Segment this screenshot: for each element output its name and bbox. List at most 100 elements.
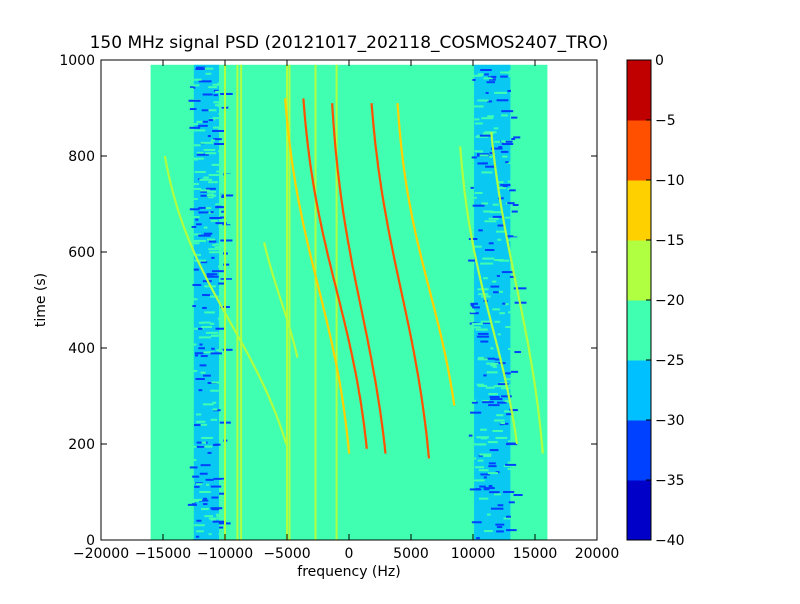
noise-speckle [483,488,490,491]
noise-speckle [189,87,194,90]
noise-speckle [204,515,213,518]
noise-speckle [470,310,476,313]
noise-speckle [499,187,506,190]
noise-speckle [481,117,494,120]
noise-speckle [221,148,234,151]
noise-speckle [195,66,206,69]
noise-speckle [204,109,217,112]
noise-speckle [507,467,515,470]
y-tick-label: 1000 [59,53,95,69]
noise-speckle [494,358,502,361]
noise-speckle [200,189,210,192]
noise-speckle [501,114,508,117]
noise-speckle [478,497,489,500]
noise-speckle [212,443,219,446]
noise-speckle [488,404,500,407]
x-axis: −20000 −15000 −10000 −5000 0 5000 10000 15000 20… [73,60,619,562]
noise-speckle [187,503,198,506]
y-tick-label: 0 [86,533,95,549]
noise-speckle [218,112,225,115]
noise-speckle [511,116,518,119]
noise-speckle [194,259,207,262]
noise-speckle [472,105,484,108]
noise-speckle [195,67,205,70]
noise-speckle [508,75,514,78]
noise-speckle [219,492,225,495]
noise-speckle [471,326,481,329]
colorbar-tick-label: −10 [655,173,685,189]
noise-speckle [472,306,480,309]
noise-speckle [493,493,502,496]
noise-speckle [212,117,223,120]
noise-speckle [510,474,524,477]
noise-speckle [222,224,231,227]
noise-speckle [482,132,494,135]
noise-speckle [188,242,200,245]
noise-speckle [489,396,500,399]
noise-speckle [486,362,499,365]
noise-speckle [487,441,498,444]
noise-speckle [472,204,485,207]
noise-speckle [188,183,195,186]
noise-speckle [218,430,227,433]
noise-speckle [213,89,219,92]
noise-speckle [209,295,220,298]
noise-speckle [480,262,494,265]
noise-speckle [492,203,499,206]
doppler-trace [370,103,431,459]
x-axis-label: frequency (Hz) [297,564,400,580]
noise-speckle [500,184,511,187]
noise-speckle [196,151,204,154]
noise-speckle [221,479,232,482]
colorbar-segment [627,300,651,361]
noise-speckle [194,158,198,161]
noise-speckle [489,152,495,155]
noise-speckle [479,134,492,137]
noise-speckle [208,196,214,199]
noise-speckle [216,515,227,518]
colorbar-tick-label: −25 [655,353,685,369]
noise-speckle [195,535,200,538]
noise-speckle [474,122,483,125]
noise-speckle [515,265,524,268]
noise-speckle [192,305,196,308]
noise-speckle [495,230,506,233]
noise-speckle [202,503,208,506]
noise-speckle [513,494,523,496]
noise-speckle [206,194,217,197]
doppler-trace [331,103,387,454]
y-axis-label: time (s) [33,273,49,327]
noise-speckle [190,369,198,372]
noise-speckle [513,247,525,250]
noise-speckle [485,386,495,389]
noise-speckle [207,193,214,196]
noise-speckle [196,483,203,486]
noise-speckle [221,210,226,213]
noise-speckle [494,419,505,422]
noise-speckle [504,464,514,467]
noise-speckle [490,364,496,367]
noise-speckle [218,265,228,268]
noise-speckle [500,422,505,425]
noise-speckle [496,414,504,417]
noise-speckle [515,269,520,272]
noise-speckle [496,526,503,529]
noise-speckle [483,476,487,479]
noise-speckle [507,89,511,92]
noise-speckle [205,72,212,75]
doppler-trace [459,146,519,445]
noise-speckle [481,202,489,205]
noise-speckle [511,83,523,86]
noise-speckle [513,136,521,139]
noise-speckle [194,524,205,527]
noise-speckle [213,101,223,104]
noise-speckle [488,217,499,220]
noise-speckle [513,287,527,290]
noise-speckle [189,126,201,129]
noise-speckle [208,178,212,181]
noise-speckle [199,343,203,346]
noise-speckle [200,190,211,193]
noise-speckle [499,259,510,262]
noise-speckle [482,321,491,324]
